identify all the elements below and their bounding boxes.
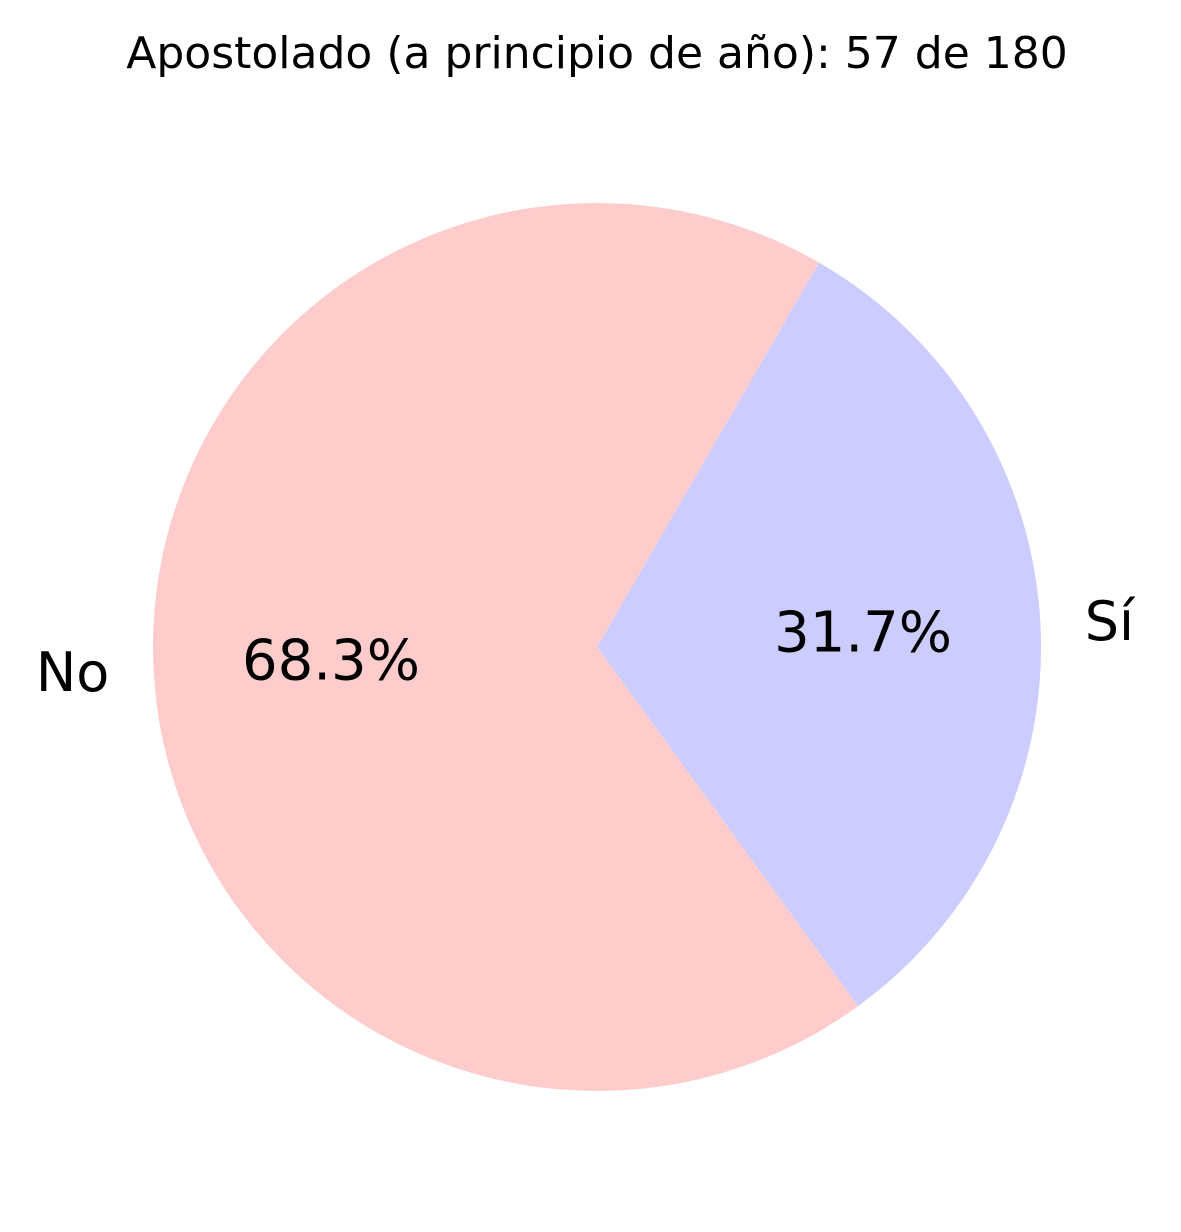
pie-category-label-no: No xyxy=(36,641,109,704)
chart-title: Apostolado (a principio de año): 57 de 1… xyxy=(126,28,1067,79)
pie-percent-label-si: 31.7% xyxy=(774,601,952,666)
pie-percent-label-no: 68.3% xyxy=(242,628,420,693)
pie-labels: 31.7% Sí 68.3% No xyxy=(36,590,1136,704)
pie-slice-si xyxy=(597,262,1042,1007)
pie-slices xyxy=(153,203,1042,1091)
pie-slice-no xyxy=(153,203,858,1091)
pie-category-label-si: Sí xyxy=(1085,590,1136,653)
